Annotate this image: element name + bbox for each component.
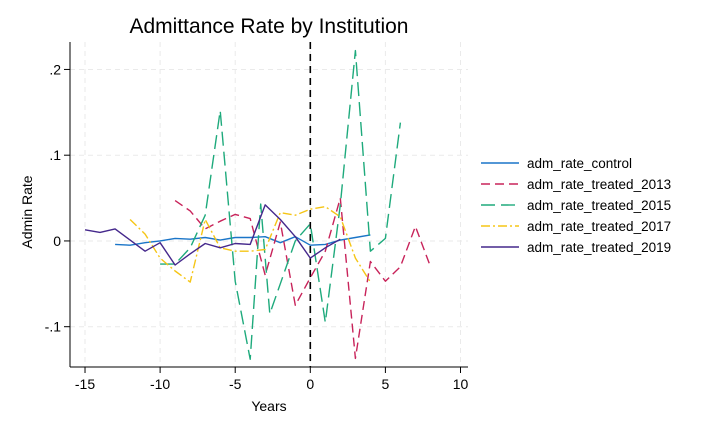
legend-label: adm_rate_treated_2013 [527,177,671,192]
legend-label: adm_rate_treated_2017 [527,219,671,234]
series-line-adm_rate_treated_2015 [160,49,402,360]
x-axis-label: Years [251,398,286,414]
y-tick-label: -.1 [45,319,62,335]
x-tick-label: -10 [150,376,170,392]
x-tick-label: -15 [75,376,95,392]
legend-label: adm_rate_treated_2019 [527,240,671,255]
x-tick-label: 10 [453,376,469,392]
legend: adm_rate_control adm_rate_treated_2013adm… [481,156,671,255]
axes: -15 -10 -5 0 5 10 -.1 0 .1 .2 [45,42,469,392]
series-lines [84,49,432,360]
x-tick-label: 0 [306,376,314,392]
y-tick-label: .2 [49,61,61,77]
series-line-adm_rate_treated_2013 [174,197,432,360]
chart-title: Admittance Rate by Institution [130,15,409,38]
y-tick-label: .1 [49,147,61,163]
x-tick-label: 5 [381,376,389,392]
y-tick-label: 0 [53,233,61,249]
grid-lines [70,42,468,367]
legend-label: adm_rate_control [527,156,632,171]
x-tick-label: -5 [229,376,242,392]
y-axis-label: Admin Rate [19,175,35,248]
series-line-adm_rate_treated_2019 [84,204,341,266]
legend-label: adm_rate_treated_2015 [527,198,671,213]
